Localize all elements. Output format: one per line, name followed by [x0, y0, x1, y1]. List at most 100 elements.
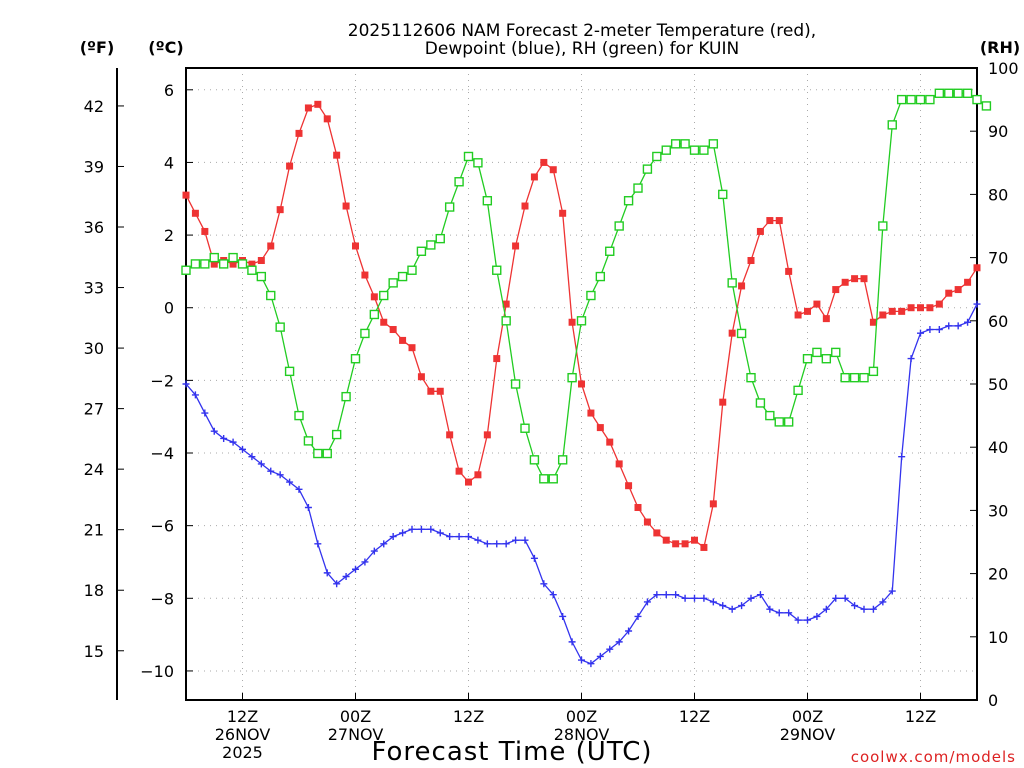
tick-label-rh: 70	[988, 249, 1008, 268]
data-point-temperature	[201, 227, 209, 235]
data-point-temperature	[502, 300, 510, 308]
data-point-rh	[727, 278, 737, 288]
data-point-rh	[331, 429, 342, 440]
data-point-rh	[492, 265, 502, 275]
data-point-rh	[746, 372, 756, 383]
data-point-temperature	[455, 467, 463, 475]
data-point-rh	[981, 101, 992, 111]
data-point-temperature	[370, 293, 378, 301]
data-point-dewpoint	[888, 587, 896, 595]
data-point-rh	[915, 94, 926, 105]
data-point-dewpoint	[643, 598, 651, 606]
data-point-dewpoint	[832, 594, 840, 602]
data-point-temperature	[775, 217, 783, 225]
data-point-dewpoint	[314, 540, 322, 548]
unit-label-fahrenheit: (ºF)	[80, 38, 115, 57]
data-point-rh	[313, 448, 323, 459]
data-point-dewpoint	[719, 602, 727, 610]
data-point-rh	[944, 88, 954, 98]
data-point-rh	[539, 474, 549, 484]
series-line-dewpoint	[185, 303, 978, 665]
data-point-temperature	[860, 275, 868, 283]
data-point-rh	[765, 410, 775, 421]
data-point-dewpoint	[879, 598, 887, 606]
data-point-rh	[435, 233, 445, 244]
tick-label-fahrenheit: 33	[84, 279, 104, 298]
data-point-rh	[840, 372, 850, 383]
data-point-dewpoint	[822, 605, 830, 613]
data-point-dewpoint	[276, 471, 284, 479]
data-point-dewpoint	[483, 540, 491, 548]
tick-label-time: 26NOV	[215, 725, 271, 744]
data-point-temperature	[634, 503, 642, 511]
data-point-dewpoint	[427, 525, 435, 533]
data-point-dewpoint	[860, 605, 868, 613]
data-point-temperature	[756, 227, 764, 235]
data-point-temperature	[549, 166, 557, 174]
data-point-temperature	[973, 264, 981, 272]
data-point-dewpoint	[323, 569, 331, 577]
data-point-dewpoint	[728, 605, 736, 613]
tick-label-time: 29NOV	[780, 725, 836, 744]
data-point-temperature	[512, 242, 520, 250]
data-point-rh	[642, 164, 653, 174]
data-point-rh	[407, 265, 417, 275]
tick-label-rh: 10	[988, 628, 1008, 647]
data-point-rh	[802, 354, 813, 364]
data-point-dewpoint	[540, 580, 548, 588]
data-point-dewpoint	[709, 598, 717, 606]
data-point-dewpoint	[530, 554, 538, 562]
data-point-rh	[256, 271, 267, 282]
data-point-dewpoint	[841, 594, 849, 602]
data-point-temperature	[474, 471, 482, 479]
data-point-temperature	[935, 300, 943, 308]
data-point-dewpoint	[578, 656, 585, 664]
data-point-temperature	[794, 311, 802, 319]
data-point-rh	[548, 474, 558, 484]
data-point-temperature	[191, 209, 199, 217]
data-point-rh	[284, 366, 295, 377]
data-point-dewpoint	[738, 602, 746, 610]
data-point-dewpoint	[615, 638, 623, 646]
data-point-dewpoint	[587, 660, 595, 668]
data-point-rh	[718, 189, 728, 200]
data-point-temperature	[596, 424, 604, 432]
data-point-dewpoint	[935, 326, 943, 334]
data-point-dewpoint	[408, 525, 416, 533]
tick-label-celsius: 0	[164, 299, 174, 318]
tick-label-rh: 100	[988, 59, 1019, 78]
data-series	[181, 88, 992, 668]
data-point-dewpoint	[775, 609, 783, 617]
data-point-dewpoint	[352, 565, 359, 573]
tick-label-time: 00Z	[792, 707, 823, 726]
data-point-temperature	[747, 257, 755, 265]
data-point-dewpoint	[257, 460, 265, 468]
data-point-temperature	[427, 387, 435, 395]
data-point-temperature	[389, 326, 397, 334]
data-point-temperature	[210, 260, 218, 268]
tick-label-fahrenheit: 39	[84, 157, 104, 176]
data-point-temperature	[615, 460, 623, 468]
data-point-dewpoint	[286, 478, 294, 486]
data-point-rh	[303, 436, 314, 446]
tick-label-celsius: 2	[164, 226, 174, 245]
data-point-rh	[972, 94, 982, 105]
data-point-dewpoint	[361, 558, 369, 566]
tick-label-time: 2025	[222, 743, 263, 762]
data-point-temperature	[446, 431, 454, 439]
data-point-dewpoint	[907, 355, 915, 363]
data-point-rh	[397, 271, 408, 282]
data-point-temperature	[399, 336, 407, 344]
unit-label-celsius: (ºC)	[148, 38, 183, 57]
data-point-rh	[708, 139, 719, 149]
data-point-temperature	[257, 257, 265, 265]
data-point-rh	[812, 347, 822, 358]
data-point-dewpoint	[521, 536, 529, 544]
data-point-temperature	[653, 529, 661, 537]
data-point-rh	[322, 448, 332, 459]
series-rh	[181, 88, 992, 484]
tick-label-fahrenheit: 24	[84, 460, 104, 479]
data-point-rh	[473, 158, 483, 168]
series-temperature	[182, 100, 981, 551]
data-point-temperature	[248, 260, 256, 268]
